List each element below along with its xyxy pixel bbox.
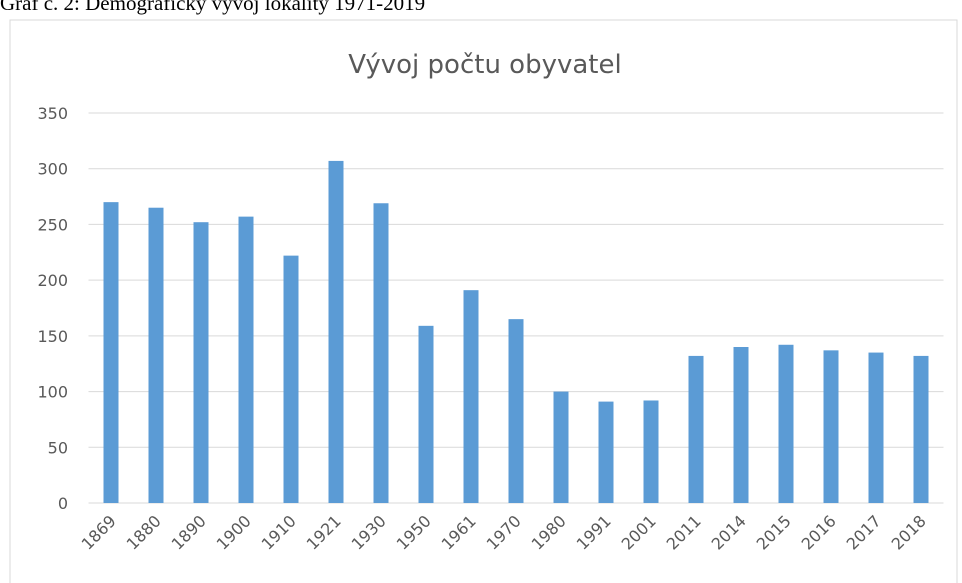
- bar: [643, 400, 659, 503]
- y-tick-label: 200: [37, 271, 68, 290]
- bar: [238, 216, 254, 503]
- bar: [823, 350, 839, 503]
- y-tick-label: 100: [37, 383, 68, 402]
- y-tick-label: 350: [37, 104, 68, 123]
- bar: [778, 344, 794, 503]
- bar: [913, 355, 929, 503]
- bar: [328, 160, 344, 503]
- caption: Graf č. 2: Demografický vývoj lokality 1…: [0, 0, 425, 15]
- bar: [148, 207, 164, 503]
- y-tick-label: 300: [37, 160, 68, 179]
- bar: [283, 255, 299, 503]
- bar: [373, 203, 389, 503]
- bar: [868, 352, 884, 503]
- y-tick-label: 150: [37, 327, 68, 346]
- bar: [103, 202, 119, 503]
- bar: [688, 355, 704, 503]
- bar: [553, 391, 569, 503]
- bar: [463, 290, 479, 503]
- bar: [193, 222, 209, 503]
- bar: [598, 401, 614, 503]
- chart-title: Vývoj počtu obyvatel: [348, 50, 621, 80]
- y-tick-label: 50: [48, 438, 68, 457]
- y-tick-label: 250: [37, 215, 68, 234]
- y-tick-label: 0: [58, 494, 68, 513]
- bar: [508, 319, 524, 503]
- bar: [418, 325, 434, 503]
- bar: [733, 347, 749, 503]
- chart-frame: [9, 19, 958, 583]
